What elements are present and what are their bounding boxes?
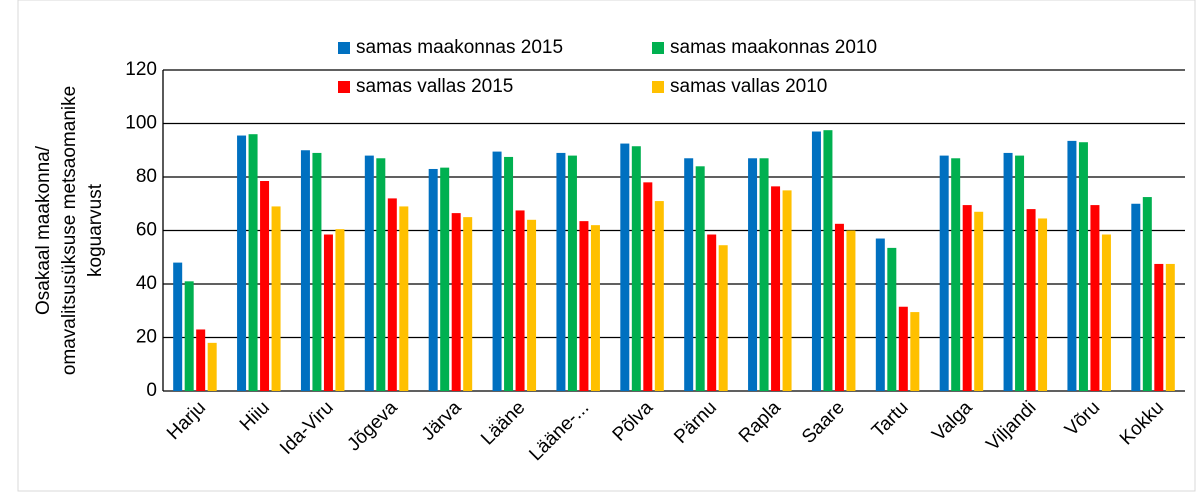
y-tick-label: 100 [125,113,157,134]
bar [376,158,386,391]
bar [834,223,844,391]
bar [898,306,908,391]
y-tick-label: 80 [136,166,157,187]
bar [515,210,525,391]
bar [759,158,769,391]
y-tick-label: 120 [125,59,157,80]
bar [707,234,717,391]
bar [1015,155,1025,391]
bar [248,134,258,391]
bar [1067,140,1077,391]
bar [1090,205,1100,391]
bar [260,181,270,391]
y-axis-label: Osakaal maakonna/ [33,145,54,315]
bar [695,166,705,391]
bar [1142,197,1152,391]
bar [527,219,537,391]
y-axis-label: koguarvust [85,183,106,277]
bar [463,217,473,391]
bar [399,206,409,391]
legend-swatch [652,81,664,93]
bar [1038,218,1048,391]
y-tick-label: 40 [136,273,157,294]
y-tick-label: 20 [136,327,157,348]
legend-label: samas maakonnas 2010 [670,37,877,58]
bar [811,131,821,391]
bar [300,150,310,391]
bar [643,182,653,391]
bar [1131,203,1141,391]
bar [1165,263,1175,391]
bar [962,205,972,391]
bar [271,206,281,391]
bar [184,281,194,391]
y-tick-label: 60 [136,220,157,241]
bar [939,155,949,391]
bar [323,234,333,391]
y-axis-label: omavalitsusüksuse metsaomanike [59,86,80,375]
bar [590,225,600,391]
legend-label: samas maakonnas 2015 [356,37,563,58]
bar [1026,209,1036,391]
bar [387,198,397,391]
bar [504,156,514,391]
bar [620,143,630,391]
bar [364,155,374,391]
bar [1101,234,1111,391]
bar [631,146,641,391]
bar [771,186,781,391]
bar [748,158,758,391]
bar [335,229,345,391]
bar [440,167,450,391]
bar [684,158,694,391]
legend-swatch [338,81,350,93]
bar [910,312,920,391]
bar [974,211,984,391]
legend-swatch [338,42,350,54]
bar [951,158,961,391]
bar [428,168,438,391]
legend-label: samas vallas 2015 [356,76,513,97]
bar [718,245,728,391]
bar [237,135,247,391]
bar [875,238,885,391]
bar [556,152,566,391]
bar [1003,152,1013,391]
bar [207,342,217,391]
bar [173,262,183,391]
bar [1154,263,1164,391]
bar [451,213,461,391]
y-tick-label: 0 [146,380,157,401]
bar [887,247,897,391]
bar [846,230,856,391]
bar [312,152,322,391]
bar [196,329,206,391]
legend-label: samas vallas 2010 [670,76,827,97]
bar [823,130,833,391]
bar [579,221,589,391]
bar [567,155,577,391]
legend-swatch [652,42,664,54]
bar [654,201,664,391]
bar [782,190,792,391]
chart-frame [17,0,1196,492]
bar [492,151,502,391]
bar [1078,142,1088,391]
